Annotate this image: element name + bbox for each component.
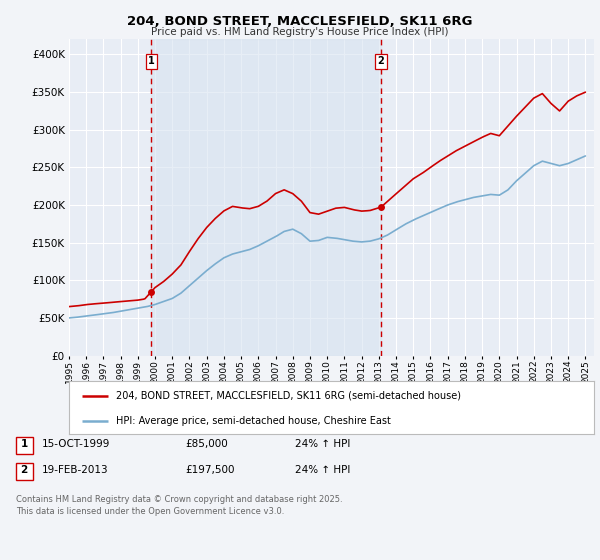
Bar: [151, 39, 381, 356]
Text: £197,500: £197,500: [185, 465, 235, 475]
Text: 24% ↑ HPI: 24% ↑ HPI: [295, 439, 350, 449]
Text: 2: 2: [377, 57, 385, 66]
Text: 1: 1: [148, 57, 155, 66]
Text: Contains HM Land Registry data © Crown copyright and database right 2025.: Contains HM Land Registry data © Crown c…: [16, 496, 343, 505]
Text: Price paid vs. HM Land Registry's House Price Index (HPI): Price paid vs. HM Land Registry's House …: [151, 27, 449, 37]
Text: HPI: Average price, semi-detached house, Cheshire East: HPI: Average price, semi-detached house,…: [116, 416, 391, 426]
Text: £85,000: £85,000: [185, 439, 228, 449]
Text: 24% ↑ HPI: 24% ↑ HPI: [295, 465, 350, 475]
FancyBboxPatch shape: [16, 436, 32, 454]
Text: 204, BOND STREET, MACCLESFIELD, SK11 6RG: 204, BOND STREET, MACCLESFIELD, SK11 6RG: [127, 15, 473, 27]
Text: 19-FEB-2013: 19-FEB-2013: [42, 465, 109, 475]
Text: 1: 1: [20, 439, 28, 449]
Text: 15-OCT-1999: 15-OCT-1999: [42, 439, 110, 449]
FancyBboxPatch shape: [16, 463, 32, 479]
Text: 204, BOND STREET, MACCLESFIELD, SK11 6RG (semi-detached house): 204, BOND STREET, MACCLESFIELD, SK11 6RG…: [116, 391, 461, 401]
Text: 2: 2: [20, 465, 28, 475]
Text: This data is licensed under the Open Government Licence v3.0.: This data is licensed under the Open Gov…: [16, 507, 284, 516]
